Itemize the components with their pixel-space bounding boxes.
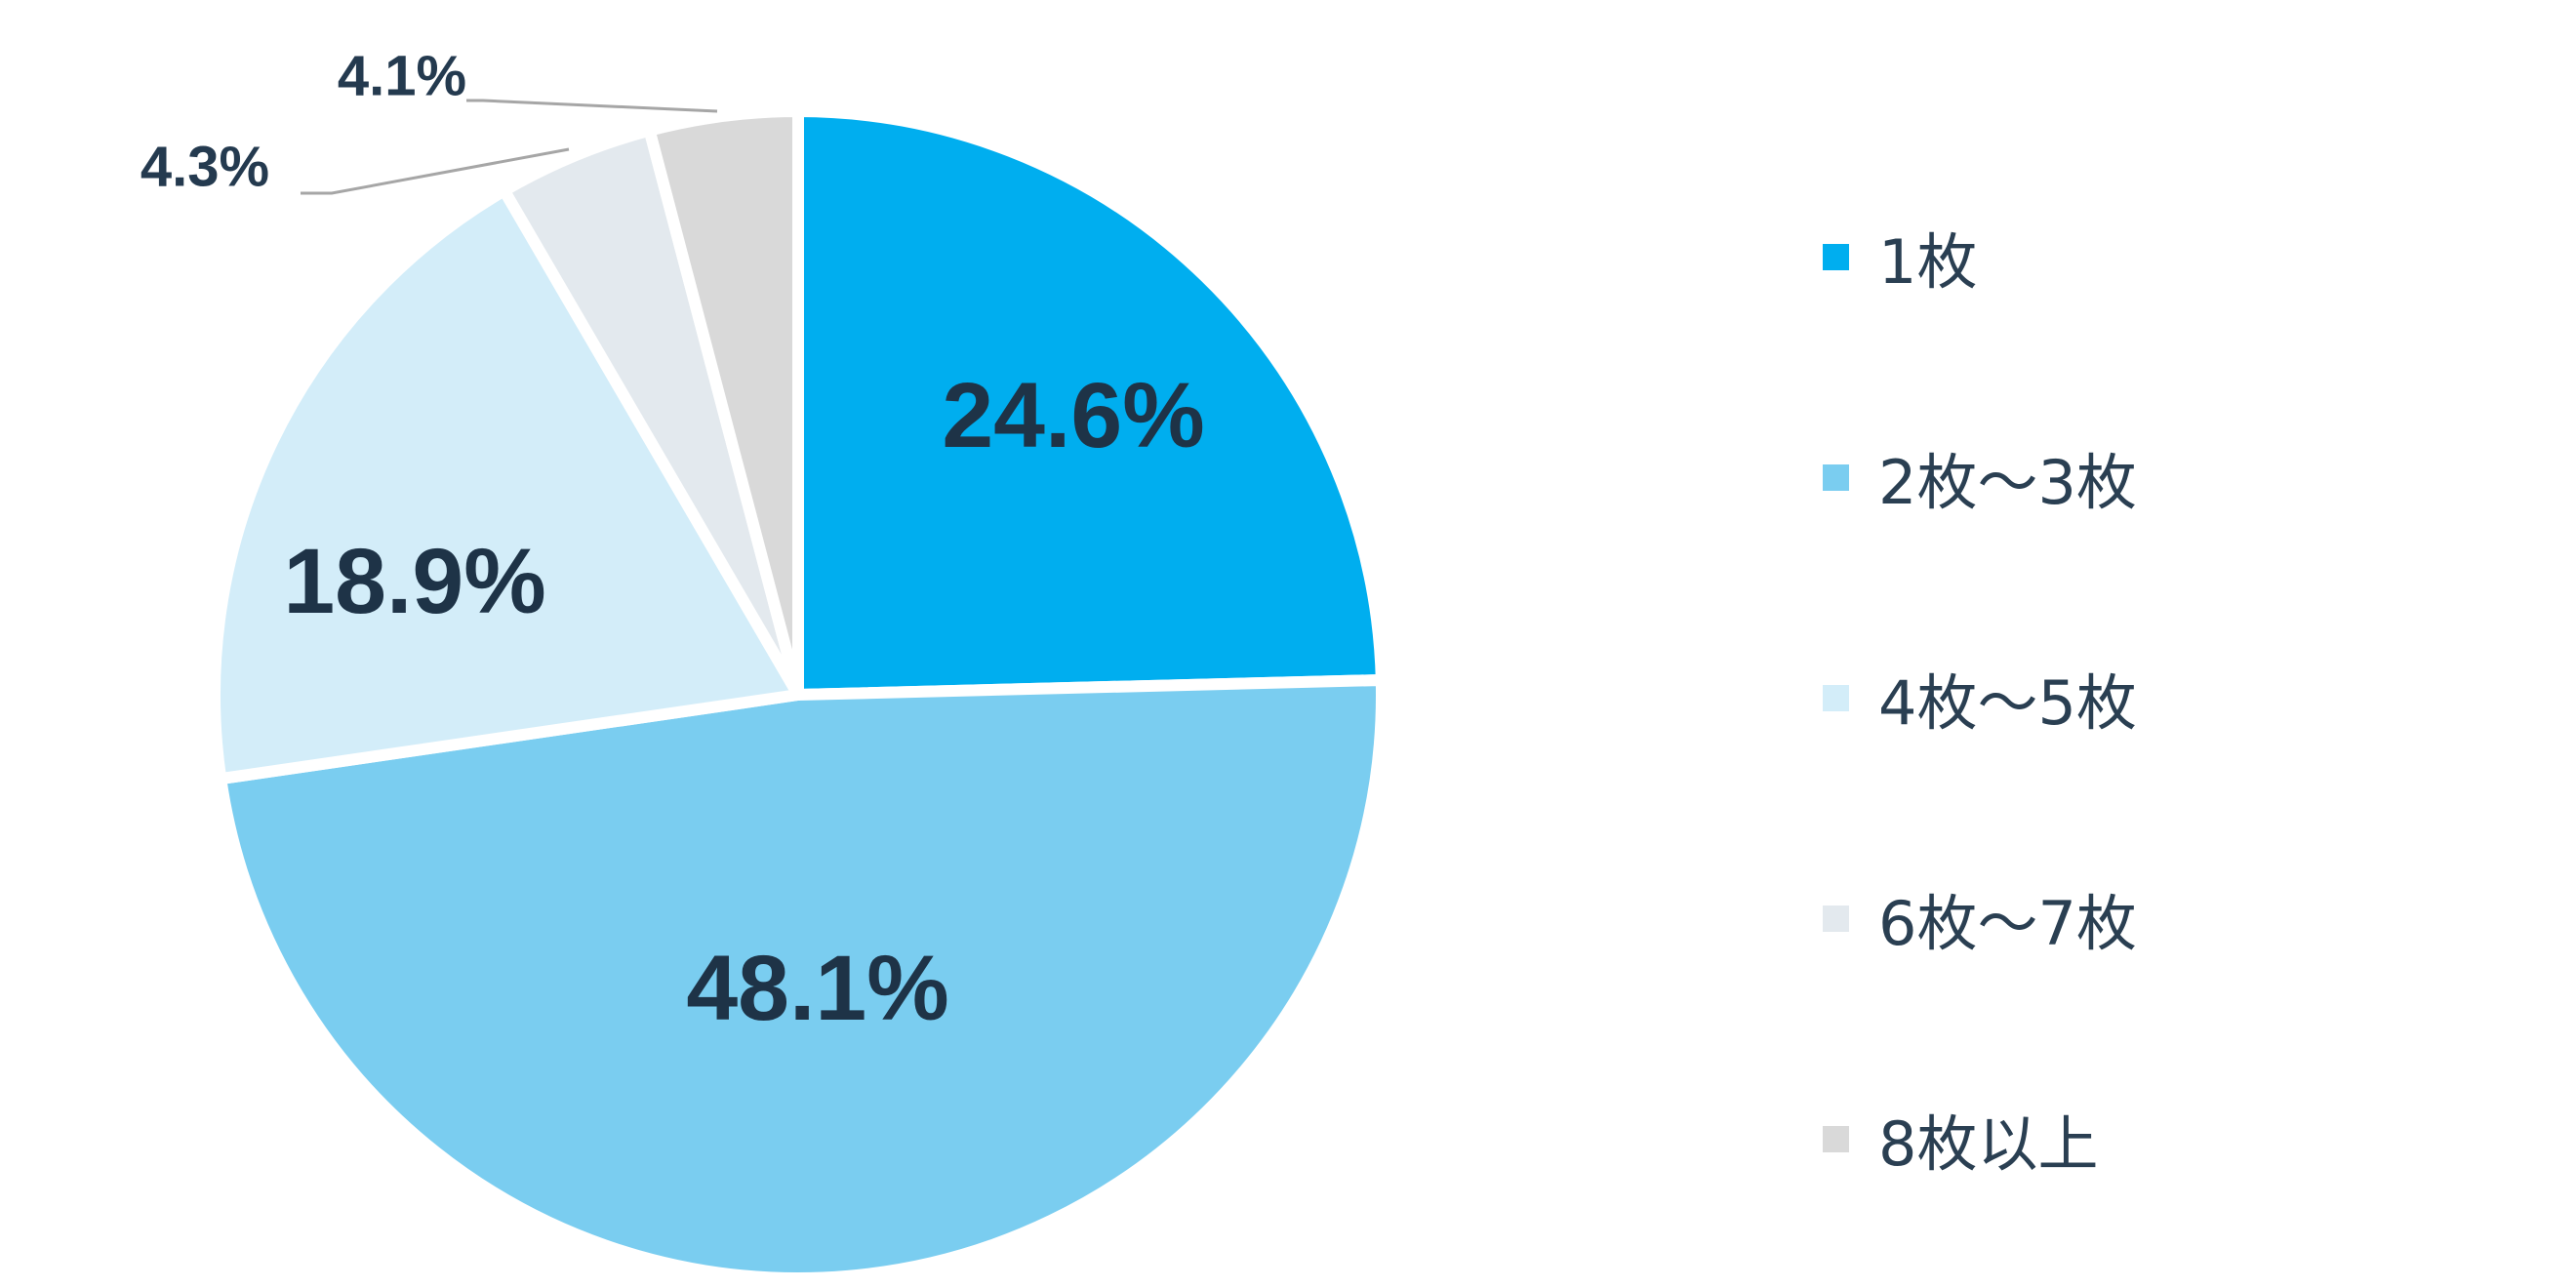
legend-label: 8枚以上 (1878, 1108, 2099, 1180)
pie-slice (215, 673, 1388, 1284)
pie-slice (792, 105, 1388, 701)
leader-line (301, 147, 570, 195)
legend-swatch (1823, 243, 1849, 270)
legend-label: 1枚 (1878, 226, 1978, 298)
legend-item: 2枚～3枚 (1823, 367, 2137, 587)
legend-swatch (1823, 905, 1849, 932)
legend-item: 8枚以上 (1823, 1028, 2137, 1249)
pie-slice (209, 184, 804, 785)
legend-label: 2枚～3枚 (1878, 447, 2137, 518)
legend-item: 1枚 (1823, 146, 2137, 367)
pie-slice (643, 105, 804, 701)
slice-value-label: 4.1% (338, 44, 466, 107)
legend-label: 4枚～5枚 (1878, 667, 2137, 739)
slice-value-label: 4.3% (141, 135, 269, 198)
legend-label: 6枚～7枚 (1878, 888, 2137, 959)
slice-value-label: 18.9% (283, 530, 545, 633)
legend-item: 4枚～5枚 (1823, 587, 2137, 808)
slice-value-label: 48.1% (686, 937, 948, 1040)
leader-line (466, 99, 718, 113)
legend-swatch (1823, 463, 1849, 491)
legend-swatch (1823, 684, 1849, 711)
slice-value-label: 24.6% (942, 364, 1204, 467)
legend: 1枚 2枚～3枚 4枚～5枚 6枚～7枚 8枚以上 (1823, 146, 2137, 1249)
legend-swatch (1823, 1125, 1849, 1152)
legend-item: 6枚～7枚 (1823, 808, 2137, 1028)
